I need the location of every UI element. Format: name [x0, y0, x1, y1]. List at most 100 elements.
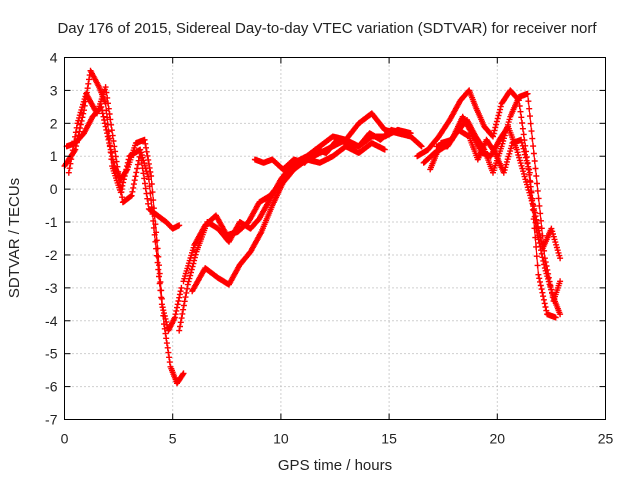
data-point — [540, 293, 547, 300]
data-point — [518, 136, 525, 143]
data-point — [156, 262, 162, 269]
data-point — [506, 116, 513, 123]
data-point — [165, 349, 172, 356]
data-point — [528, 128, 535, 135]
data-series: Track K — [433, 126, 559, 321]
chart-title: Day 176 of 2015, Sidereal Day-to-day VTE… — [57, 20, 597, 37]
data-point — [531, 158, 538, 164]
data-point — [74, 120, 81, 127]
data-point — [529, 206, 536, 213]
data-point — [524, 90, 531, 97]
data-point — [493, 118, 500, 125]
data-point — [536, 275, 543, 282]
data-point — [104, 94, 111, 101]
data-point — [158, 287, 165, 294]
data-point — [110, 159, 117, 166]
data-point — [113, 158, 120, 165]
data-point — [519, 142, 526, 149]
data-point — [104, 130, 111, 137]
data-point — [491, 127, 498, 134]
data-point — [534, 187, 541, 194]
data-point — [134, 165, 141, 172]
data-point — [530, 150, 537, 157]
data-point — [180, 306, 187, 313]
data-point — [530, 216, 537, 223]
data-point — [109, 156, 116, 163]
data-point — [529, 135, 536, 142]
x-tick-label: 20 — [490, 431, 506, 447]
data-point — [157, 279, 164, 285]
data-point — [530, 143, 537, 150]
data-point — [102, 123, 109, 130]
data-point — [494, 115, 501, 122]
data-point — [518, 114, 525, 121]
data-point — [496, 109, 503, 116]
data-point — [537, 210, 544, 217]
data-point — [525, 163, 532, 170]
data-point — [65, 169, 72, 176]
data-point — [155, 253, 162, 260]
data-point — [529, 197, 536, 204]
y-tick-label: 1 — [50, 148, 58, 164]
data-point — [531, 225, 538, 232]
data-point — [116, 179, 123, 185]
data-point — [144, 195, 151, 202]
y-tick-label: -2 — [45, 247, 58, 263]
data-point — [549, 290, 555, 297]
data-point — [537, 234, 544, 241]
data-point — [532, 234, 539, 241]
data-point — [548, 286, 555, 293]
data-point — [497, 103, 504, 110]
data-point — [522, 154, 529, 161]
data-point — [72, 133, 79, 140]
data-point — [145, 160, 152, 167]
data-point — [188, 266, 195, 273]
plot-frame — [64, 57, 606, 420]
data-point — [188, 269, 194, 276]
data-point — [150, 197, 157, 204]
data-point — [518, 139, 525, 146]
data-point — [552, 314, 559, 321]
data-point — [533, 173, 540, 179]
data-point — [535, 223, 541, 230]
data-point — [182, 294, 189, 301]
data-point — [147, 169, 154, 175]
data-point — [177, 323, 183, 330]
data-point — [171, 314, 178, 321]
data-point — [158, 295, 165, 302]
data-point — [105, 105, 112, 112]
y-tick-label: -4 — [45, 313, 58, 329]
data-series: Track G — [251, 126, 406, 173]
data-point — [106, 111, 113, 117]
data-point — [525, 98, 532, 105]
axis-ticks: 0 5 10 15 20 25 -7 -6 -5 -4 -3 -2 -1 0 1 2 3 4 — [45, 50, 613, 447]
data-point — [178, 284, 185, 291]
data-point — [142, 185, 149, 192]
data-point — [108, 121, 115, 128]
data-point — [109, 132, 116, 139]
data-point — [183, 289, 190, 296]
data-point — [557, 278, 564, 285]
data-point — [156, 270, 163, 277]
y-tick-label: 0 — [50, 181, 58, 197]
data-point — [118, 189, 125, 196]
data-point — [160, 312, 167, 319]
data-point — [527, 113, 533, 120]
data-point — [153, 237, 160, 244]
data-point — [159, 304, 166, 311]
data-point — [186, 275, 193, 282]
data-point — [129, 188, 136, 195]
data-point — [534, 262, 541, 269]
data-point — [520, 131, 527, 138]
data-point — [490, 133, 496, 140]
data-point — [141, 175, 148, 182]
data-point — [143, 190, 150, 197]
data-point — [526, 166, 532, 173]
data-point — [66, 165, 73, 172]
data-point — [154, 245, 161, 252]
data-point — [533, 253, 540, 260]
data-point — [110, 138, 117, 144]
data-point — [537, 278, 543, 285]
data-point — [134, 161, 141, 168]
data-series: Track H — [414, 87, 564, 318]
